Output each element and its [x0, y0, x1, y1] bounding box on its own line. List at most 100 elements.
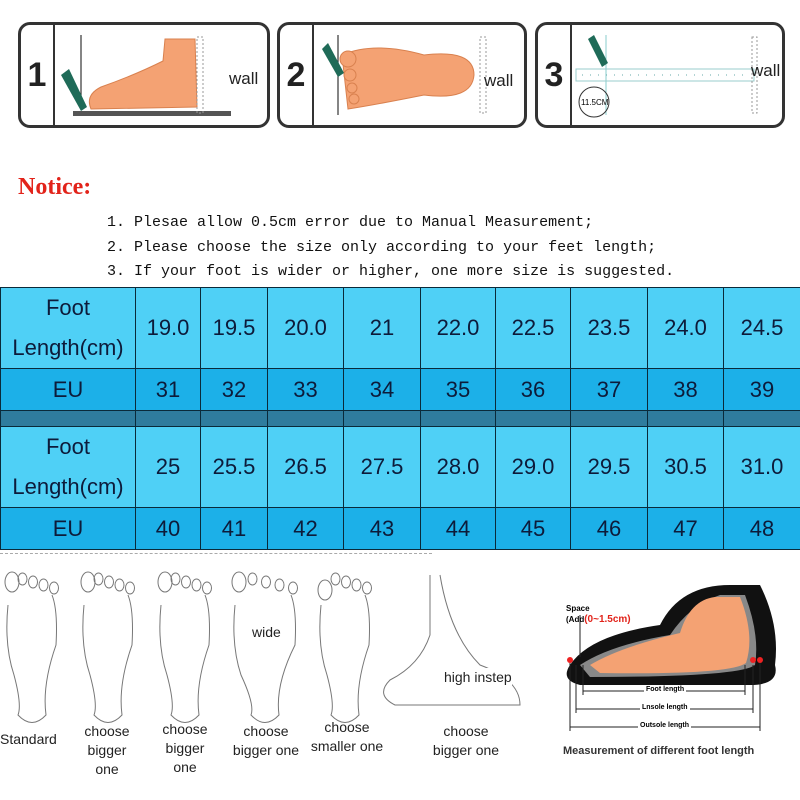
- step-3-panel: 3 11.5CM wall: [535, 22, 785, 128]
- foot-type-label: high instep: [444, 668, 512, 687]
- toe-outline: [288, 581, 298, 595]
- size-cell: 24.5: [723, 287, 800, 369]
- separator-cell: [495, 410, 571, 427]
- eu-size-row-header: EU: [0, 507, 136, 550]
- separator-cell: [647, 410, 724, 427]
- toe-outline: [4, 571, 20, 593]
- toe-outline: [125, 581, 135, 595]
- eu-size-row: EU 40 41 42 43 44 45 46 47 48: [0, 507, 800, 550]
- foot-length-row-header: Foot Length(cm): [0, 426, 136, 508]
- wall-label: wall: [484, 71, 514, 90]
- size-cell: 47: [647, 507, 724, 550]
- step-2-panel: 2 wall: [277, 22, 527, 128]
- foot-type-caption: choose bigger one: [84, 723, 130, 777]
- toe-outline: [351, 578, 362, 592]
- notice-title: Notice:: [18, 174, 92, 200]
- size-cell: 23.5: [570, 287, 648, 369]
- size-cell: 29.5: [570, 426, 648, 508]
- eu-size-row-header: EU: [0, 368, 136, 411]
- eu-header: EU: [52, 376, 84, 402]
- notice-line: 3. If your foot is wider or higher, one …: [107, 263, 675, 280]
- toe-outline: [17, 572, 28, 586]
- step-number: 2: [280, 25, 314, 125]
- size-cell: 34: [343, 368, 421, 411]
- size-cell: 31: [135, 368, 201, 411]
- foot-types-illustration: [4, 571, 521, 723]
- ruler-measure-label: 11.5CM: [581, 98, 609, 107]
- size-cell: 40: [135, 507, 201, 550]
- foot-header-line1: Foot: [45, 295, 91, 320]
- toe-outline: [274, 578, 285, 592]
- size-cell: 41: [200, 507, 268, 550]
- size-cell: 39: [723, 368, 800, 411]
- size-cell: 27.5: [343, 426, 421, 508]
- size-cell: 25.5: [200, 426, 268, 508]
- step-1-panel: 1 wall: [18, 22, 270, 128]
- space-label: Space: [566, 604, 590, 613]
- foot-outline: [6, 594, 57, 723]
- size-cell: 31.0: [723, 426, 800, 508]
- notice-line: 1. Plesae allow 0.5cm error due to Manua…: [107, 214, 594, 231]
- foot-type-caption: choose bigger one: [432, 723, 500, 758]
- toe-outline: [114, 578, 125, 592]
- foot-type-label: wide: [252, 623, 281, 642]
- separator-cell: [420, 410, 496, 427]
- foot-length-label: Foot length: [644, 686, 687, 693]
- foot-header-line2: Length(cm): [12, 335, 124, 360]
- size-cell: 22.5: [495, 287, 571, 369]
- size-cell: 45: [495, 507, 571, 550]
- size-cell: 30.5: [647, 426, 724, 508]
- eu-header: EU: [52, 515, 84, 541]
- toe-outline: [317, 579, 333, 601]
- size-cell: 22.0: [420, 287, 496, 369]
- separator-cell: [343, 410, 421, 427]
- foot-length-row-header: Foot Length(cm): [0, 287, 136, 369]
- size-cell: 44: [420, 507, 496, 550]
- size-cell: 19.5: [200, 287, 268, 369]
- separator-cell: [723, 410, 800, 427]
- step-number: 3: [538, 25, 572, 125]
- foot-type-caption: choose bigger one: [232, 723, 300, 758]
- step-number: 1: [21, 25, 55, 125]
- shoe-measurement-illustration: [566, 585, 776, 731]
- size-cell: 21: [343, 287, 421, 369]
- toe-outline: [93, 572, 104, 586]
- foot-type-caption: choose bigger one: [162, 721, 208, 775]
- foot-outline: [159, 594, 210, 723]
- measurement-caption: Measurement of different foot length: [563, 745, 755, 757]
- size-cell: 19.0: [135, 287, 201, 369]
- foot-length-row: Foot Length(cm) 19.0 19.5 20.0 21 22.0 22.5 23.5…: [0, 287, 800, 369]
- wall-label: wall: [751, 61, 781, 80]
- foot-outline: [319, 594, 370, 723]
- toe-outline: [38, 578, 49, 592]
- space-value: (0~1.5cm): [584, 614, 631, 625]
- eu-size-row: EU 31 32 33 34 35 36 37 38 39: [0, 368, 800, 411]
- add-label: (Add(0~1.5cm): [566, 614, 631, 625]
- size-cell: 20.0: [267, 287, 344, 369]
- separator-row: [0, 410, 800, 427]
- size-cell: 35: [420, 368, 496, 411]
- toe-outline: [181, 575, 191, 589]
- foot-type-caption: Standard: [0, 731, 57, 747]
- toe-outline: [202, 581, 212, 595]
- foot-header-line1: Foot: [45, 434, 91, 459]
- add-prefix: (Add: [566, 615, 585, 624]
- separator-row-header: [0, 410, 136, 427]
- foot-header-line2: Length(cm): [12, 474, 124, 499]
- size-cell: 26.5: [267, 426, 344, 508]
- toe-outline: [191, 578, 202, 592]
- size-cell: 48: [723, 507, 800, 550]
- size-cell: 29.0: [495, 426, 571, 508]
- size-chart-table: Foot Length(cm) 19.0 19.5 20.0 21 22.0 22.5 23.5…: [0, 287, 800, 550]
- size-cell: 25: [135, 426, 201, 508]
- foot-outline: [233, 594, 296, 723]
- size-cell: 36: [495, 368, 571, 411]
- toe-outline: [104, 575, 114, 589]
- toe-outline: [247, 572, 258, 586]
- wall-label: wall: [229, 69, 259, 88]
- foot-type-caption: choose smaller one: [310, 719, 384, 754]
- toe-outline: [157, 571, 173, 593]
- size-cell: 37: [570, 368, 648, 411]
- size-cell: 32: [200, 368, 268, 411]
- toe-outline: [231, 571, 247, 593]
